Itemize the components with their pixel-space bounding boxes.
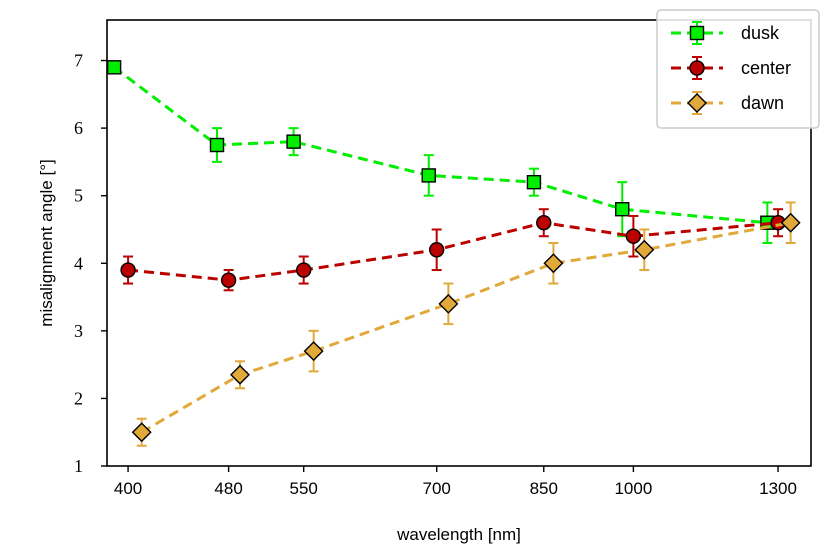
x-tick-label: 400 (114, 479, 142, 498)
data-point-dawn (131, 422, 152, 443)
x-axis: 400 480 550 700 850 1000 1300 (114, 466, 797, 498)
data-point-dawn (438, 293, 459, 314)
series-line-center (127, 221, 779, 282)
series-dawn (131, 201, 801, 447)
data-point-center (536, 215, 552, 231)
data-point-dusk (526, 174, 542, 190)
legend-label: dawn (741, 93, 784, 113)
data-point-center (625, 228, 642, 244)
y-axis: 1 2 3 4 5 6 7 (74, 51, 107, 476)
y-tick-label: 5 (74, 186, 83, 206)
legend: dusk center dawn (656, 9, 820, 129)
legend-marker (687, 93, 707, 113)
data-point-dawn (230, 364, 250, 385)
x-tick-label: 550 (290, 479, 318, 498)
legend-label: dusk (741, 23, 780, 43)
y-tick-label: 6 (74, 118, 83, 138)
legend-box (656, 9, 820, 129)
plot-frame (106, 19, 812, 467)
data-point-center (220, 272, 237, 288)
data-point-dusk (209, 137, 225, 153)
data-point-center (120, 262, 136, 278)
data-point-dusk (106, 60, 122, 75)
legend-item-dawn: dawn (671, 91, 784, 115)
x-axis-title: wavelength [nm] (396, 525, 521, 544)
legend-marker (689, 25, 705, 41)
series-line-dawn (140, 221, 791, 434)
legend-item-dusk: dusk (671, 21, 780, 45)
y-tick-label: 7 (74, 51, 83, 71)
data-point-dawn (780, 212, 801, 233)
y-tick-label: 2 (74, 388, 83, 408)
data-point-dusk (615, 202, 630, 217)
plot-area (106, 19, 812, 467)
x-tick-label: 480 (214, 479, 242, 498)
legend-item-center: center (671, 56, 791, 80)
x-tick-label: 700 (422, 479, 450, 498)
data-point-dusk (421, 168, 436, 183)
data-point-dawn (634, 239, 655, 260)
series-center (120, 208, 786, 292)
x-tick-label: 1000 (614, 479, 652, 498)
y-tick-label: 1 (74, 456, 83, 476)
y-tick-label: 4 (74, 253, 83, 273)
legend-marker (689, 60, 705, 76)
y-axis-title: misalignment angle [°] (37, 159, 56, 326)
data-point-dusk (286, 134, 301, 149)
x-tick-label: 1300 (759, 479, 797, 498)
data-point-dawn (303, 341, 324, 362)
data-point-center (295, 262, 312, 278)
y-tick-label: 3 (74, 321, 83, 341)
legend-label: center (741, 58, 791, 78)
data-point-dawn (543, 253, 564, 274)
data-point-center (428, 242, 445, 258)
series-layer (106, 60, 801, 447)
x-tick-label: 850 (530, 479, 558, 498)
